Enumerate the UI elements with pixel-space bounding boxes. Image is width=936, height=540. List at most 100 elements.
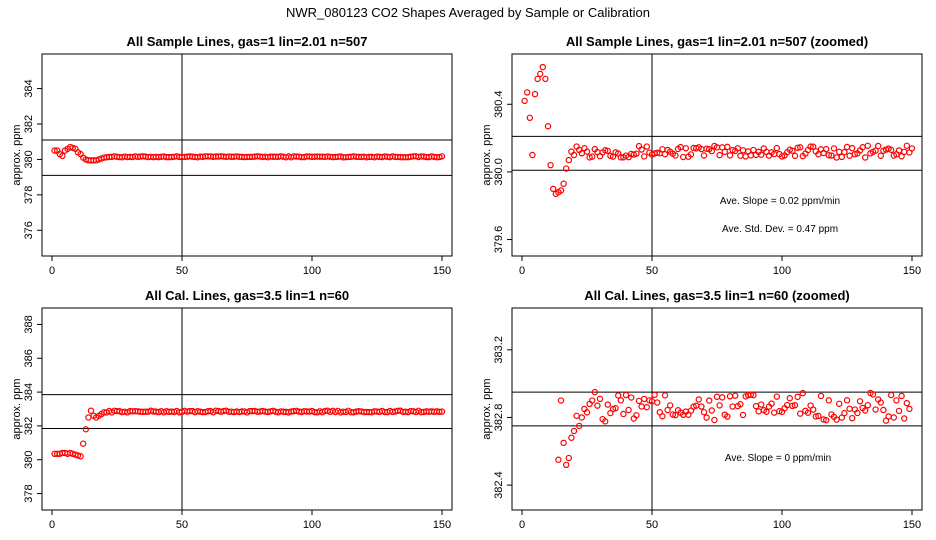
chart4-point xyxy=(841,409,848,417)
chart2-point xyxy=(544,123,552,130)
chart4-point xyxy=(596,395,604,403)
chart2-point xyxy=(726,152,734,159)
chart2-point xyxy=(758,151,765,158)
chart3-title: All Cal. Lines, gas=3.5 lin=1 n=60 xyxy=(145,288,349,303)
chart2-point xyxy=(875,142,882,150)
chart1-ytick-label: 376 xyxy=(23,221,35,239)
chart1-ytick-label: 380 xyxy=(23,150,35,168)
chart4-point xyxy=(643,404,651,411)
chart2-point xyxy=(583,148,591,155)
chart2-point xyxy=(849,144,856,152)
chart4-xtick-label: 50 xyxy=(646,519,658,531)
chart2-point xyxy=(680,153,687,161)
chart2-point xyxy=(557,187,565,194)
chart2-point xyxy=(830,145,838,152)
chart4-point xyxy=(898,392,905,400)
chart1-title: All Sample Lines, gas=1 lin=2.01 n=507 xyxy=(127,34,368,49)
chart4-ytick-label: 382.8 xyxy=(493,404,505,432)
chart4-point xyxy=(815,412,822,420)
chart2-point xyxy=(565,156,573,164)
chart4-point xyxy=(724,413,731,420)
chart4-point xyxy=(773,393,781,400)
chart4-point xyxy=(901,415,908,422)
chart4-point xyxy=(576,422,583,430)
chart4-point xyxy=(583,409,591,416)
chart2-point xyxy=(589,153,596,160)
chart4-ytick-label: 382.4 xyxy=(493,471,505,499)
chart4-point xyxy=(768,400,775,407)
chart3-point xyxy=(436,408,443,416)
chart2-xtick-label: 50 xyxy=(646,265,658,277)
chart4-point xyxy=(823,416,830,424)
chart2-point xyxy=(872,147,879,154)
chart2-point xyxy=(895,147,903,154)
chart2-point xyxy=(901,148,908,156)
chart2-point xyxy=(734,145,742,152)
chart4-point xyxy=(698,403,705,410)
chart1-xtick-label: 100 xyxy=(303,265,321,277)
chart2-point xyxy=(526,114,534,122)
chart4-xtick-label: 100 xyxy=(773,519,791,531)
chart4-point xyxy=(565,454,573,462)
chart4-point xyxy=(729,403,736,410)
chart4-point xyxy=(589,397,596,404)
chart4-point xyxy=(635,397,643,405)
chart2-xtick-label: 150 xyxy=(903,265,921,277)
chart2-point xyxy=(534,75,541,83)
chart3-xtick-label: 100 xyxy=(303,519,321,531)
chart4-point xyxy=(711,416,718,424)
chart3-ylabel: approx. ppm xyxy=(11,378,23,439)
chart1-point xyxy=(51,147,58,154)
chart2-point xyxy=(638,146,645,153)
chart2-annotation-1: Ave. Slope = 0.02 ppm/min xyxy=(720,196,840,207)
chart2-point xyxy=(747,152,755,159)
chart4-point xyxy=(747,391,755,398)
chart3-ytick-label: 384 xyxy=(23,383,35,401)
chart4-point xyxy=(895,407,903,415)
chart3-xtick-label: 0 xyxy=(49,519,55,531)
chart4-point xyxy=(659,413,666,420)
chart2-point xyxy=(708,147,716,155)
chart4-point xyxy=(872,406,879,413)
chart4-point xyxy=(628,394,635,401)
chart4-point xyxy=(591,388,599,396)
chart4-annotation-1: Ave. Slope = 0 ppm/min xyxy=(725,453,831,464)
chart4-point xyxy=(669,411,677,418)
chart4-point xyxy=(869,391,877,398)
chart4-point xyxy=(578,414,586,421)
chart2-point xyxy=(877,152,885,159)
chart4-point xyxy=(854,409,861,417)
chart4-point xyxy=(661,392,669,399)
chart4-point xyxy=(825,397,833,404)
chart4-point xyxy=(560,439,567,447)
chart2-point xyxy=(633,150,640,157)
chart4-point xyxy=(654,399,661,406)
chart4-point xyxy=(752,402,760,410)
chart4-point xyxy=(620,410,627,418)
chart4-point xyxy=(594,402,601,409)
chart4-point xyxy=(604,401,612,408)
chart3-point xyxy=(79,440,87,447)
chart4-point xyxy=(557,397,565,404)
chart4-point xyxy=(903,399,911,407)
chart2-point xyxy=(773,144,781,152)
chart4-point xyxy=(664,406,671,414)
chart4-point xyxy=(573,412,580,419)
chart2-point xyxy=(703,145,710,152)
chart1-xtick-label: 0 xyxy=(49,265,55,277)
page-title: NWR_080123 CO2 Shapes Averaged by Sample… xyxy=(286,5,650,20)
chart4-point xyxy=(763,408,770,415)
chart1-ytick-label: 382 xyxy=(23,115,35,133)
chart2-plot-area xyxy=(511,53,923,257)
chart4-point xyxy=(856,398,864,405)
chart4-point xyxy=(833,416,840,423)
chart4-point xyxy=(602,418,609,425)
chart4-point xyxy=(726,393,734,400)
chart2-xtick-label: 0 xyxy=(519,265,525,277)
chart1-ytick-label: 384 xyxy=(23,79,35,97)
chart4-point xyxy=(804,409,812,416)
chart4-xtick-label: 0 xyxy=(519,519,525,531)
chart2-point xyxy=(739,147,747,154)
chart4-ytick-label: 383.2 xyxy=(493,336,505,364)
chart3-ytick-label: 380 xyxy=(23,451,35,469)
